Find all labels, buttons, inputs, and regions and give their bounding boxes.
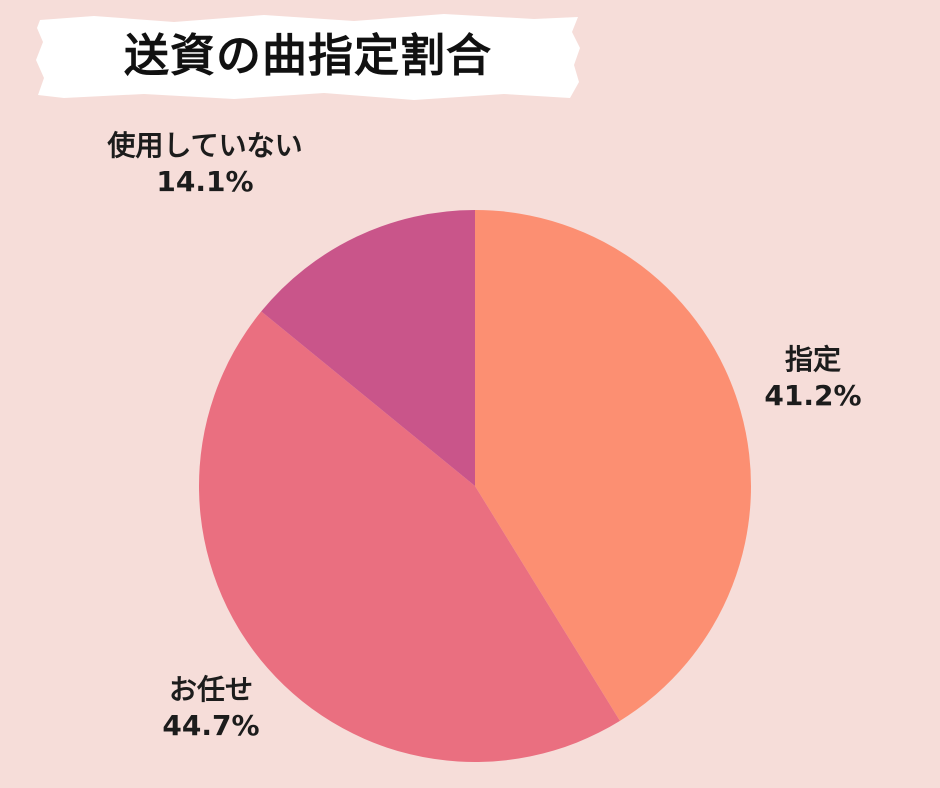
pie-slice-omakase (199, 311, 620, 762)
slice-label-omakase: お任せ 44.7% (146, 672, 276, 745)
slice-label-shitei: 指定 41.2% (748, 342, 878, 415)
slice-label-unused: 使用していない 14.1% (60, 128, 350, 201)
brush-stroke-background (36, 14, 580, 100)
pie-slice-shitei (475, 210, 752, 721)
slice-value-shitei: 41.2% (764, 379, 862, 413)
slice-name-unused: 使用していない (107, 129, 303, 162)
chart-title: 送資の曲指定割合 (123, 29, 492, 82)
slice-value-omakase: 44.7% (162, 709, 260, 743)
slice-name-omakase: お任せ (168, 673, 253, 706)
pie-slice-unused (261, 210, 475, 486)
slice-value-unused: 14.1% (156, 165, 254, 199)
slice-name-shitei: 指定 (784, 343, 841, 376)
title-banner: 送資の曲指定割合 (34, 10, 582, 102)
